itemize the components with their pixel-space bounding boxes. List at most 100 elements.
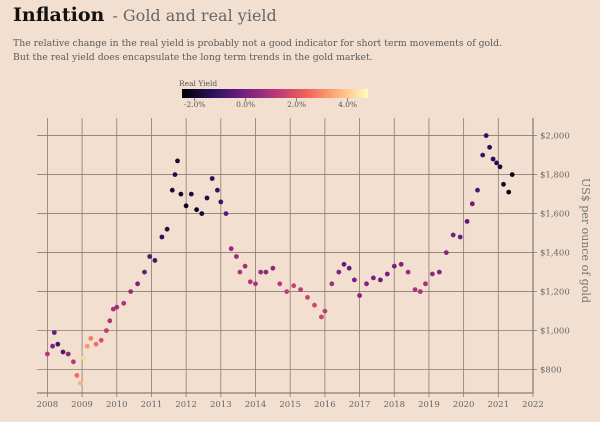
data-point [378, 277, 383, 283]
data-point [51, 330, 57, 335]
data-point [277, 281, 283, 287]
data-point [172, 172, 178, 178]
data-point [110, 306, 116, 312]
colorbar-title: Real Yield [179, 79, 217, 88]
x-tick-label: 2015 [279, 400, 301, 410]
data-point [405, 269, 411, 275]
colorbar-label: 0.0% [236, 100, 255, 109]
data-point [142, 269, 147, 275]
data-point [152, 258, 158, 263]
data-point [417, 289, 423, 294]
x-tick-label: 2011 [141, 400, 163, 410]
data-point [50, 343, 55, 349]
data-point [247, 279, 253, 285]
x-tick-label: 2021 [487, 400, 509, 410]
data-point [121, 300, 127, 306]
y-tick-label: $1,400 [540, 249, 570, 259]
data-point [45, 351, 50, 357]
y-axis-ticks: $800 $1,000 $1,200 $1,400 $1,600 $1,800 $2,000 [533, 132, 570, 376]
data-point [443, 250, 449, 256]
data-point [490, 156, 496, 162]
data-point [169, 187, 175, 193]
data-point [475, 187, 480, 193]
y-tick-label: $800 [540, 366, 562, 376]
data-point [114, 304, 120, 310]
data-point [104, 328, 109, 333]
data-point [128, 289, 134, 294]
data-point [194, 207, 200, 213]
data-point [223, 211, 229, 217]
data-point [371, 275, 376, 281]
data-point [237, 269, 243, 275]
chart-frame [37, 118, 534, 394]
data-point [329, 281, 335, 287]
data-point [457, 234, 463, 240]
colorbar-legend: Real Yield -2.0% 0.0% 2.0% 4.0% [179, 79, 368, 109]
data-point [487, 144, 492, 150]
x-tick-label: 2020 [453, 400, 475, 410]
page-title-suffix: - Gold and real yield [112, 6, 277, 25]
data-point [398, 261, 404, 267]
data-point [391, 263, 397, 269]
data-point [199, 211, 205, 217]
data-point [469, 201, 475, 207]
data-point [218, 199, 224, 205]
data-point [98, 337, 104, 343]
data-point [364, 281, 369, 287]
data-point [209, 176, 215, 181]
data-point [464, 219, 470, 224]
data-point [204, 195, 210, 201]
data-point [71, 359, 76, 365]
data-point [175, 158, 180, 164]
data-point [483, 133, 489, 139]
data-point [188, 191, 194, 197]
data-point [436, 269, 442, 275]
data-point [88, 336, 94, 341]
data-point [423, 281, 428, 287]
subtitle: The relative change in the real yield is… [13, 37, 502, 64]
data-point [291, 283, 297, 289]
colorbar-bar [182, 89, 368, 98]
y-axis-label: US$ per ounce of gold [579, 178, 592, 303]
data-point [84, 343, 90, 349]
x-tick-label: 2012 [175, 400, 197, 410]
data-point [336, 269, 342, 275]
x-axis-ticks: 2008 2009 2010 2011 2012 2013 2014 2015 2016 2017… [37, 393, 544, 410]
data-point [215, 187, 220, 193]
data-point [312, 302, 317, 308]
data-point [93, 341, 99, 347]
x-tick-label: 2008 [37, 400, 59, 410]
data-point [178, 191, 184, 197]
colorbar-labels: -2.0% 0.0% 2.0% 4.0% [184, 98, 357, 109]
data-point [305, 295, 310, 300]
data-point [497, 164, 503, 170]
x-tick-label: 2018 [383, 400, 405, 410]
colorbar-label: -2.0% [184, 100, 206, 109]
title-row: Inflation - Gold and real yield [13, 4, 277, 26]
y-tick-label: $2,000 [540, 132, 570, 142]
data-point [270, 265, 276, 271]
data-point [346, 265, 352, 271]
data-point [430, 271, 435, 277]
data-point [494, 160, 499, 166]
data-point [480, 152, 486, 158]
x-tick-label: 2017 [349, 400, 371, 410]
data-point [509, 172, 515, 178]
x-tick-label: 2016 [314, 400, 336, 410]
data-point [60, 349, 66, 355]
data-point [55, 341, 61, 347]
data-point [412, 287, 418, 292]
data-point [284, 289, 290, 294]
y-tick-label: $1,000 [540, 327, 570, 337]
data-point [450, 232, 456, 238]
data-point [322, 308, 328, 314]
colorbar-label: 4.0% [338, 100, 357, 109]
data-point [78, 380, 83, 386]
data-point [253, 281, 258, 287]
data-point [234, 254, 239, 259]
data-point [352, 277, 357, 283]
data-point [81, 355, 87, 361]
x-tick-label: 2009 [71, 400, 93, 410]
data-point [183, 203, 189, 209]
